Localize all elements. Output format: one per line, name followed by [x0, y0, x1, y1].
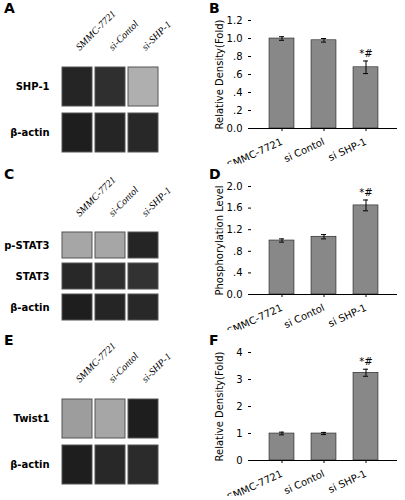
svg-text:SHP-1: SHP-1 — [16, 81, 50, 92]
svg-text:1.6: 1.6 — [227, 202, 243, 213]
svg-text:β-actin: β-actin — [10, 302, 49, 313]
svg-text:si-SHP-1: si-SHP-1 — [139, 185, 173, 219]
svg-text:si Contol: si Contol — [282, 468, 326, 496]
svg-text:β-actin: β-actin — [10, 459, 49, 470]
svg-text:Phosphorylation Level: Phosphorylation Level — [214, 185, 225, 295]
svg-text:si SHP-1: si SHP-1 — [327, 302, 369, 329]
svg-text:0.0: 0.0 — [227, 123, 243, 134]
svg-text:1.2: 1.2 — [227, 15, 243, 26]
svg-text:si-Contol: si-Contol — [106, 18, 140, 52]
svg-text:si Contol: si Contol — [282, 136, 326, 164]
svg-text:si-Contol: si-Contol — [106, 350, 140, 384]
svg-text:SMMC-7721: SMMC-7721 — [225, 468, 284, 496]
svg-text:2.0: 2.0 — [227, 181, 243, 192]
svg-text:0.0: 0.0 — [227, 289, 243, 300]
svg-text:SMMC-7721: SMMC-7721 — [73, 174, 118, 219]
svg-text:2: 2 — [236, 401, 242, 412]
svg-text:SMMC-7721: SMMC-7721 — [225, 302, 284, 330]
svg-text:3: 3 — [236, 374, 242, 385]
svg-text:SMMC-7721: SMMC-7721 — [225, 136, 284, 164]
html-text:F: F — [209, 332, 219, 348]
svg-text:.8: .8 — [233, 51, 243, 62]
svg-text:1.0: 1.0 — [227, 33, 243, 44]
svg-text:SMMC-7721: SMMC-7721 — [73, 8, 118, 53]
html-text:B: B — [209, 0, 220, 16]
svg-text:si Contol: si Contol — [282, 302, 326, 330]
svg-text:.4: .4 — [233, 87, 243, 98]
html-text:A: A — [4, 0, 15, 16]
svg-text:Relative Density(Fold): Relative Density(Fold) — [214, 19, 225, 129]
svg-text:*#: *# — [359, 356, 372, 367]
svg-text:β-actin: β-actin — [10, 127, 49, 138]
svg-text:*#: *# — [359, 48, 372, 59]
html-text:C: C — [4, 166, 15, 182]
svg-text:.2: .2 — [233, 105, 243, 116]
svg-text:.4: .4 — [233, 267, 243, 278]
html-text:D: D — [209, 166, 221, 182]
svg-text:Twist1: Twist1 — [13, 413, 49, 424]
svg-text:Relative Density(Fold): Relative Density(Fold) — [214, 351, 225, 461]
svg-text:4: 4 — [236, 347, 242, 358]
svg-text:SMMC-7721: SMMC-7721 — [73, 340, 118, 385]
svg-text:1.2: 1.2 — [227, 224, 243, 235]
svg-text:*#: *# — [359, 187, 372, 198]
html-text:E: E — [4, 332, 14, 348]
svg-text:p-STAT3: p-STAT3 — [4, 240, 49, 251]
svg-text:si-SHP-1: si-SHP-1 — [139, 351, 173, 385]
svg-text:si SHP-1: si SHP-1 — [327, 136, 369, 163]
svg-text:si-SHP-1: si-SHP-1 — [139, 19, 173, 53]
svg-text:si-Contol: si-Contol — [106, 184, 140, 218]
svg-text:STAT3: STAT3 — [16, 271, 50, 282]
svg-text:.6: .6 — [233, 69, 243, 80]
svg-text:si SHP-1: si SHP-1 — [327, 468, 369, 495]
svg-text:1: 1 — [236, 428, 242, 439]
svg-text:0: 0 — [236, 455, 242, 466]
svg-text:.8: .8 — [233, 246, 243, 257]
